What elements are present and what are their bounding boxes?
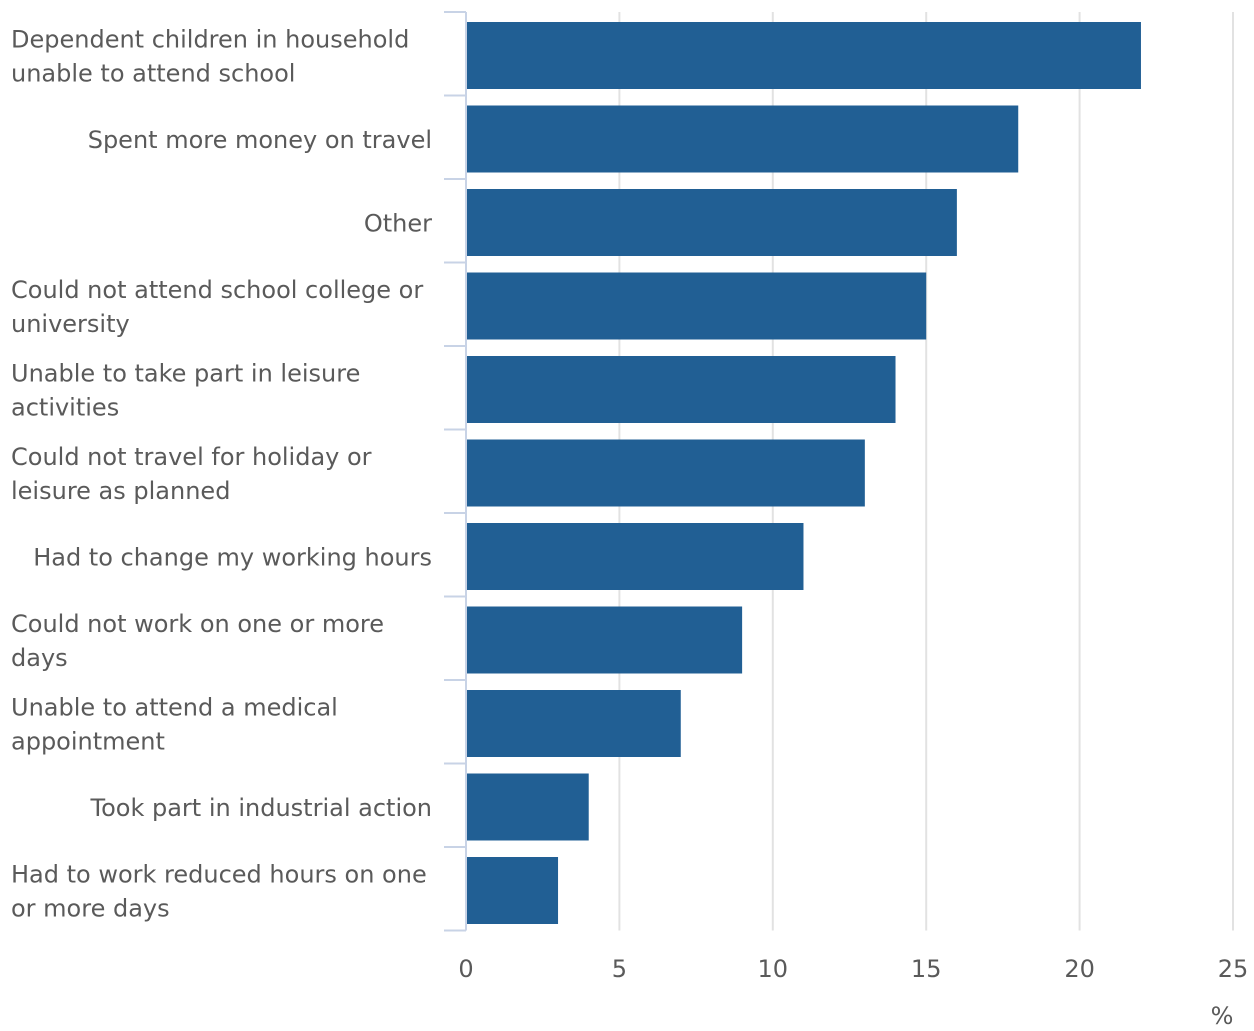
category-label: Unable to attend a medical <box>11 694 338 722</box>
bar <box>466 22 1141 89</box>
x-tick-label: 0 <box>458 955 473 983</box>
category-label: Could not travel for holiday or <box>11 443 372 471</box>
category-label: unable to attend school <box>11 60 295 88</box>
x-tick-label: 20 <box>1064 955 1095 983</box>
category-label: Had to change my working hours <box>33 544 432 572</box>
category-label: Could not work on one or more <box>11 610 384 638</box>
bar <box>466 690 681 757</box>
bar <box>466 857 559 924</box>
bar <box>466 523 804 590</box>
x-tick-label: 25 <box>1218 955 1249 983</box>
x-tick-label: 15 <box>911 955 942 983</box>
bar <box>466 272 927 340</box>
category-label: leisure as planned <box>11 477 230 505</box>
category-label: Other <box>364 210 432 238</box>
category-label: Spent more money on travel <box>88 126 432 154</box>
category-label: appointment <box>11 728 165 756</box>
bar-layer <box>466 22 1141 924</box>
axis-layer <box>444 11 467 932</box>
category-label: days <box>11 644 68 672</box>
x-axis-unit-label: % <box>1211 1002 1234 1026</box>
bar <box>466 439 865 507</box>
bar <box>466 105 1019 173</box>
bar <box>466 606 743 674</box>
category-label: Took part in industrial action <box>90 794 432 822</box>
category-label: or more days <box>11 895 170 923</box>
bar <box>466 189 957 256</box>
category-label-layer: Dependent children in household unable to… <box>11 26 432 923</box>
category-label: Dependent children in household <box>11 26 409 54</box>
tick-label-layer: 0 5 10 15 20 25 <box>458 955 1248 983</box>
x-tick-label: 10 <box>758 955 789 983</box>
category-label: activities <box>11 394 119 422</box>
category-label: Had to work reduced hours on one <box>11 861 427 889</box>
category-label: Could not attend school college or <box>11 276 423 304</box>
category-label: Unable to take part in leisure <box>11 360 360 388</box>
bar <box>466 356 896 423</box>
bar <box>466 773 589 841</box>
category-label: university <box>11 310 130 338</box>
x-tick-label: 5 <box>612 955 627 983</box>
